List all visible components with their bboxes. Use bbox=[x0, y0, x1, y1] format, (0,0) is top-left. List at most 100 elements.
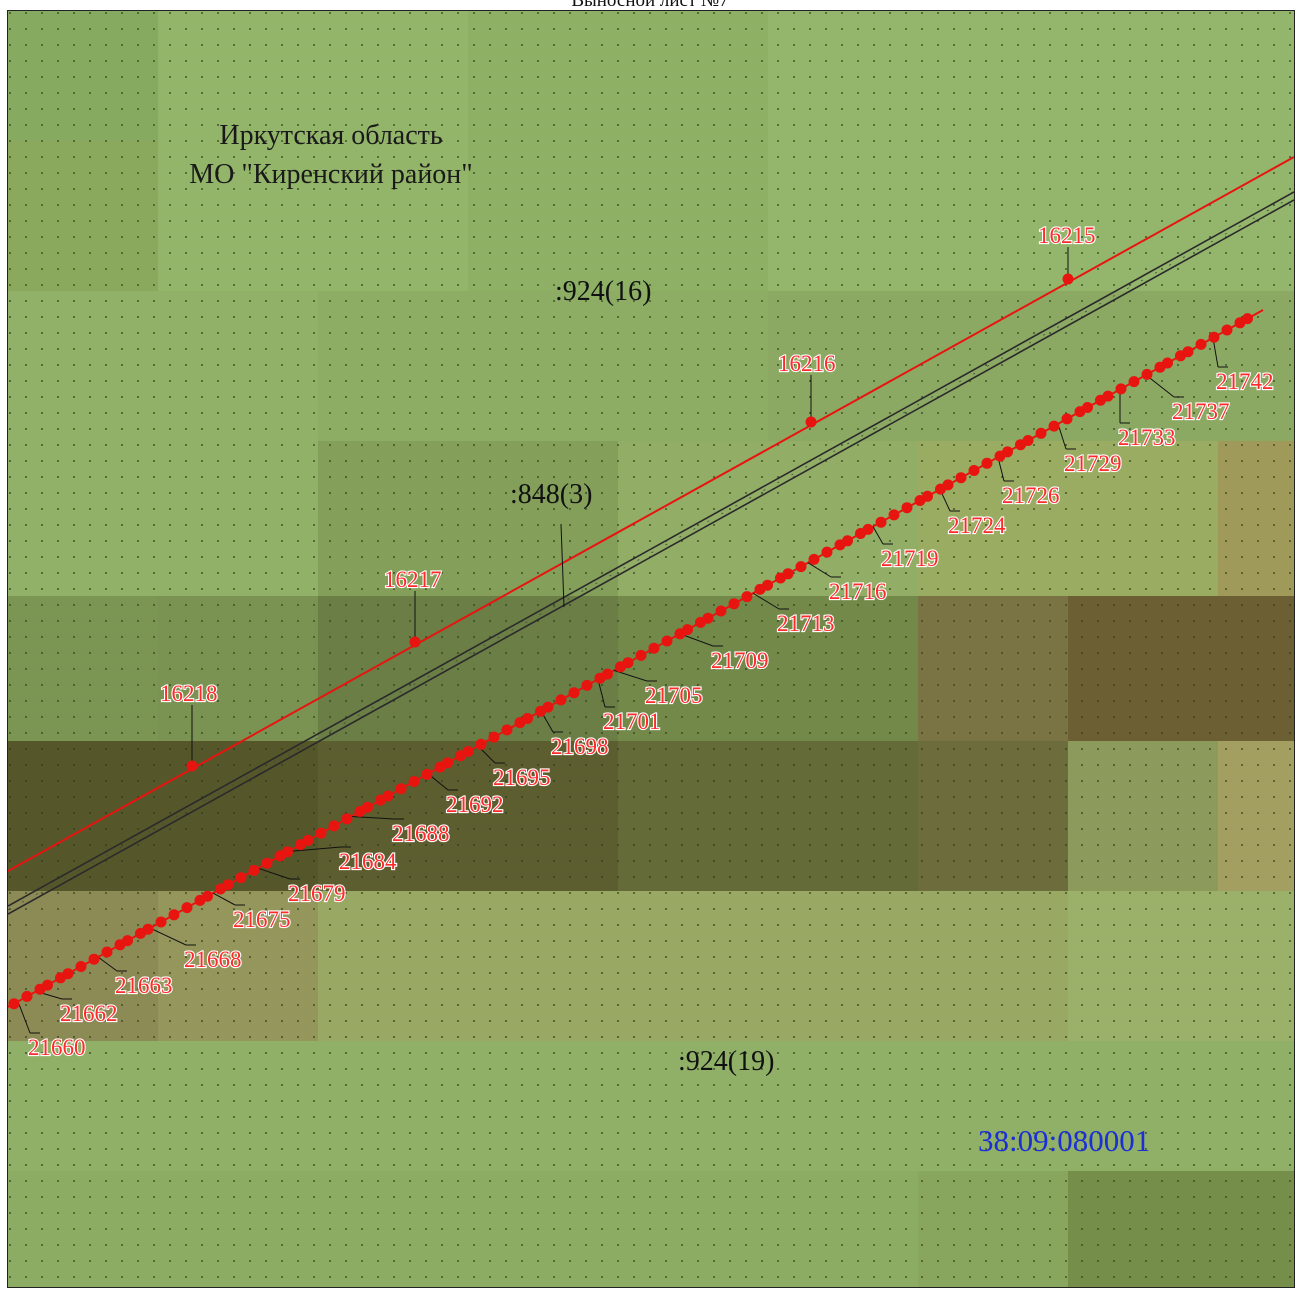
boundary-point bbox=[942, 479, 954, 491]
boundary-point bbox=[1102, 390, 1114, 402]
boundary-point bbox=[602, 668, 613, 680]
boundary-point bbox=[842, 535, 853, 547]
cadastral-block-number: 38:09:080001 bbox=[978, 1123, 1150, 1158]
boundary-point bbox=[315, 827, 327, 839]
boundary-point bbox=[88, 953, 100, 965]
label-leader-lines bbox=[17, 247, 1228, 1034]
point-label-16216: 16216 bbox=[778, 351, 836, 376]
point-label-16218: 16218 bbox=[160, 681, 218, 706]
point-label-21726: 21726 bbox=[1002, 483, 1060, 508]
boundary-point bbox=[581, 679, 593, 691]
boundary-point bbox=[282, 846, 293, 858]
parcel-leader bbox=[560, 523, 565, 608]
boundary-point bbox=[362, 801, 373, 813]
boundary-point bbox=[462, 746, 474, 757]
boundary-point bbox=[782, 568, 794, 580]
boundary-point bbox=[501, 724, 513, 736]
point-label-16215: 16215 bbox=[1038, 223, 1096, 248]
boundary-point bbox=[1035, 427, 1047, 439]
point-label-21698: 21698 bbox=[551, 734, 609, 759]
region-label-line2: МО "Киренский район" bbox=[189, 159, 472, 190]
boundary-point bbox=[1208, 331, 1220, 343]
point-label-21692: 21692 bbox=[446, 792, 504, 817]
boundary-point bbox=[475, 738, 487, 750]
parcel-label-924-16: :924(16) bbox=[555, 276, 651, 307]
boundary-point bbox=[155, 916, 167, 928]
point-label-21742: 21742 bbox=[1216, 369, 1274, 394]
point-label-21737: 21737 bbox=[1172, 399, 1230, 424]
boundary-point bbox=[862, 523, 874, 535]
boundary-point bbox=[1195, 338, 1207, 350]
boundary-point bbox=[442, 757, 453, 769]
point-label-21688: 21688 bbox=[392, 821, 450, 846]
boundary-point bbox=[682, 624, 693, 636]
boundary-point bbox=[1221, 324, 1233, 336]
boundary-point bbox=[661, 635, 673, 647]
sheet-title: Выносной лист №7 bbox=[571, 0, 729, 11]
point-label-21724: 21724 bbox=[948, 513, 1006, 538]
boundary-point bbox=[875, 516, 887, 528]
map-frame[interactable]: 16215 16216 16217 16218 21742 21737 21733 21729… bbox=[7, 10, 1295, 1288]
point-label-21668: 21668 bbox=[184, 947, 242, 972]
boundary-point bbox=[395, 783, 407, 795]
boundary-point bbox=[821, 546, 833, 558]
boundary-point bbox=[101, 946, 113, 958]
boundary-point bbox=[795, 561, 807, 573]
boundary-point bbox=[1141, 368, 1153, 380]
point-label-21695: 21695 bbox=[493, 765, 551, 790]
boundary-point bbox=[702, 612, 714, 624]
boundary-point bbox=[8, 998, 20, 1010]
point-label-16217: 16217 bbox=[384, 567, 442, 592]
boundary-point bbox=[382, 790, 394, 802]
boundary-point bbox=[202, 890, 213, 902]
boundary-point bbox=[1182, 346, 1194, 358]
boundary-point bbox=[142, 923, 154, 935]
boundary-points bbox=[8, 273, 1253, 1010]
boundary-point bbox=[648, 642, 660, 654]
boundary-point bbox=[42, 979, 53, 991]
boundary-point bbox=[1002, 446, 1013, 458]
point-label-21716: 21716 bbox=[829, 579, 887, 604]
boundary-point bbox=[1162, 357, 1173, 369]
parcel-label-924-19: :924(19) bbox=[678, 1046, 774, 1077]
boundary-point bbox=[622, 657, 634, 669]
boundary-point bbox=[568, 687, 580, 699]
boundary-point bbox=[555, 694, 567, 706]
boundary-point bbox=[922, 490, 933, 502]
boundary-point-16216 bbox=[805, 416, 817, 428]
boundary-point bbox=[981, 457, 993, 469]
point-label-21705: 21705 bbox=[645, 683, 703, 708]
boundary-point bbox=[1128, 376, 1140, 388]
boundary-point bbox=[715, 605, 727, 617]
satellite-imagery bbox=[8, 11, 1294, 1287]
boundary-point bbox=[1115, 383, 1127, 395]
boundary-point bbox=[302, 834, 314, 846]
boundary-point bbox=[762, 579, 773, 591]
boundary-point bbox=[888, 509, 900, 521]
boundary-point bbox=[421, 768, 433, 780]
point-label-21701: 21701 bbox=[603, 709, 661, 734]
boundary-point bbox=[728, 598, 740, 610]
boundary-point bbox=[1082, 402, 1093, 413]
point-label-21684: 21684 bbox=[339, 849, 397, 874]
parcel-label-848-3: :848(3) bbox=[510, 479, 592, 510]
boundary-point bbox=[968, 465, 980, 476]
boundary-point bbox=[341, 813, 353, 825]
point-label-21660: 21660 bbox=[28, 1035, 86, 1060]
point-label-21729: 21729 bbox=[1064, 451, 1122, 476]
boundary-point bbox=[62, 968, 74, 980]
boundary-point bbox=[1022, 435, 1034, 446]
map-canvas[interactable]: 16215 16216 16217 16218 21742 217372173321729… bbox=[8, 11, 1294, 1287]
boundary-point-labels: 16215 16216 16217 16218 21742 217372173321729… bbox=[27, 222, 1275, 1061]
boundary-point bbox=[542, 701, 554, 713]
boundary-point bbox=[635, 649, 647, 661]
point-label-21719: 21719 bbox=[881, 546, 939, 571]
boundary-point bbox=[122, 935, 133, 947]
point-label-21663: 21663 bbox=[115, 973, 173, 998]
boundary-point bbox=[328, 820, 340, 832]
boundary-point bbox=[808, 553, 820, 565]
boundary-point bbox=[181, 902, 193, 914]
boundary-point bbox=[1061, 413, 1073, 425]
boundary-point bbox=[955, 472, 967, 484]
point-label-21679: 21679 bbox=[288, 881, 346, 906]
